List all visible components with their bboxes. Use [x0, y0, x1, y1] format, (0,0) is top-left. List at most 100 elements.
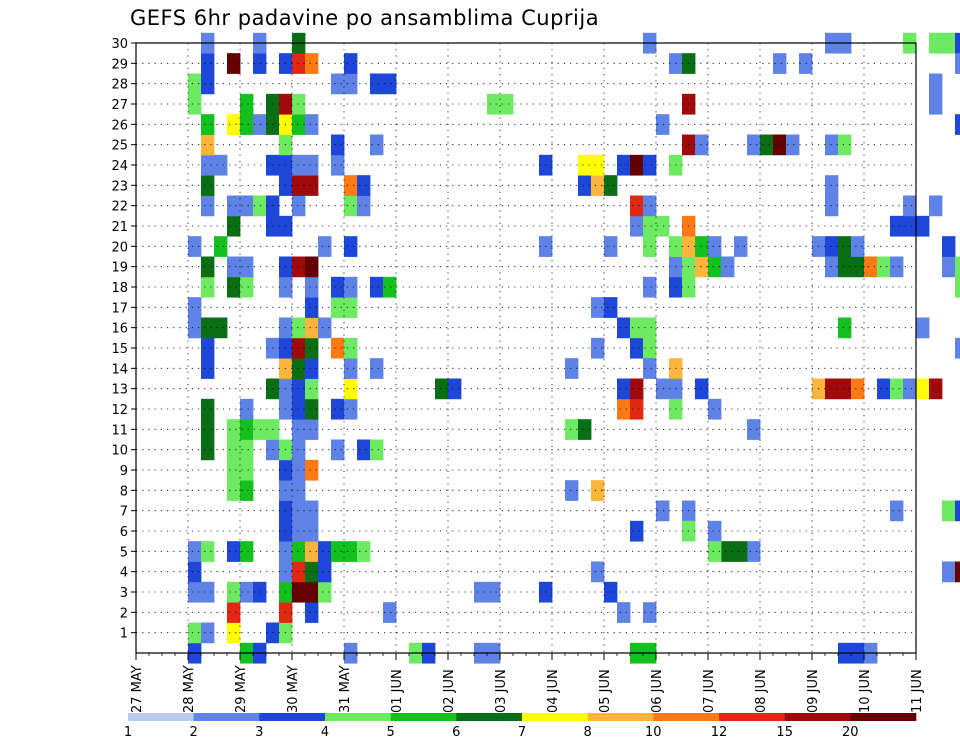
heatmap-cell [747, 541, 761, 562]
heatmap-cell [344, 541, 358, 562]
heatmap-cell [617, 602, 631, 623]
heatmap-cell [955, 256, 960, 278]
y-tick-label: 4 [120, 566, 128, 581]
heatmap-cell [565, 419, 579, 440]
heatmap-cell [201, 622, 215, 644]
heatmap-cell [955, 337, 960, 359]
heatmap-cell [305, 256, 319, 278]
heatmap-cell [370, 276, 384, 298]
heatmap-cell [890, 215, 904, 237]
heatmap-cell [305, 358, 319, 379]
heatmap-cell [656, 500, 670, 522]
heatmap-cell [292, 561, 306, 583]
heatmap-cell [201, 541, 215, 562]
heatmap-cell [708, 236, 722, 257]
heatmap-cell [292, 53, 306, 74]
y-tick-label: 8 [120, 484, 128, 499]
heatmap-cell [188, 561, 202, 583]
heatmap-cell [201, 439, 215, 461]
heatmap-cell [760, 134, 774, 156]
heatmap-cell [591, 337, 605, 359]
heatmap-cell [240, 114, 254, 135]
heatmap-cell [188, 541, 202, 562]
heatmap-cell [318, 581, 332, 603]
heatmap-cell [695, 236, 709, 257]
heatmap-cell [825, 256, 839, 278]
heatmap-cell [292, 154, 306, 176]
colorbar-swatch [259, 713, 326, 721]
heatmap-cell [643, 317, 657, 339]
heatmap-cell [201, 337, 215, 359]
heatmap-cell [955, 32, 960, 54]
heatmap-cell [188, 581, 202, 603]
x-tick-label: 06 JUN [650, 669, 665, 713]
heatmap-cell [929, 73, 943, 95]
heatmap-cell [188, 622, 202, 644]
heatmap-cell [630, 195, 644, 217]
heatmap-cell [903, 195, 917, 217]
heatmap-cell [643, 358, 657, 379]
heatmap-cell [578, 175, 592, 196]
heatmap-cell [591, 297, 605, 318]
heatmap-cell [630, 520, 644, 542]
heatmap-cell [357, 541, 371, 562]
colorbar-label: 12 [711, 725, 728, 740]
colorbar-swatch [325, 713, 391, 721]
heatmap-cell [227, 114, 241, 135]
heatmap-cell [955, 561, 960, 583]
heatmap-cell [240, 480, 254, 501]
heatmap-cell [357, 175, 371, 196]
heatmap-cell [305, 419, 319, 440]
heatmap-cell [877, 256, 891, 278]
y-tick-label: 16 [111, 322, 128, 337]
heatmap-cell [825, 134, 839, 156]
heatmap-cell [305, 53, 319, 74]
heatmap-cell [357, 195, 371, 217]
heatmap-cell [318, 541, 332, 562]
heatmap-cell [578, 154, 592, 176]
heatmap-cell [227, 276, 241, 298]
colorbar-label: 6 [452, 725, 460, 740]
heatmap-cell [773, 53, 787, 74]
heatmap-cell [292, 541, 306, 562]
colorbar-label: 1 [124, 725, 132, 740]
heatmap-cell [227, 602, 241, 623]
heatmap-cell [331, 134, 345, 156]
heatmap-cell [305, 541, 319, 562]
y-tick-label: 15 [111, 342, 128, 357]
heatmap-cell [578, 419, 592, 440]
heatmap-cell [370, 73, 384, 95]
heatmap-cell [864, 256, 878, 278]
heatmap-cell [305, 154, 319, 176]
colorbar-swatch [456, 713, 523, 721]
heatmap-cell [643, 337, 657, 359]
y-tick-label: 27 [111, 98, 128, 113]
x-tick-label: 03 JUN [494, 669, 509, 713]
heatmap-cell [383, 73, 397, 95]
heatmap-cell [318, 561, 332, 583]
heatmap-cell [305, 378, 319, 400]
heatmap-cell [747, 134, 761, 156]
heatmap-cell [734, 236, 748, 257]
y-tick-label: 1 [120, 627, 128, 642]
heatmap-cell [721, 541, 735, 562]
heatmap-cell [708, 256, 722, 278]
x-tick-label: 05 JUN [598, 669, 613, 713]
heatmap-cell [929, 378, 943, 400]
heatmap-cell [851, 256, 865, 278]
heatmap-cell [292, 195, 306, 217]
heatmap-cell [955, 114, 960, 135]
heatmap-cell [292, 581, 306, 603]
heatmap-cell [643, 195, 657, 217]
heatmap-cell [955, 53, 960, 74]
colorbar-label: 4 [321, 725, 329, 740]
heatmap-cell [955, 500, 960, 522]
heatmap-cell [344, 53, 358, 74]
heatmap-cell [227, 622, 241, 644]
y-tick-label: 26 [111, 118, 128, 133]
heatmap-cell [344, 358, 358, 379]
colorbar-label: 5 [387, 725, 395, 740]
heatmap-cell [305, 114, 319, 135]
colorbar-swatch [193, 713, 260, 721]
y-tick-label: 12 [111, 403, 128, 418]
